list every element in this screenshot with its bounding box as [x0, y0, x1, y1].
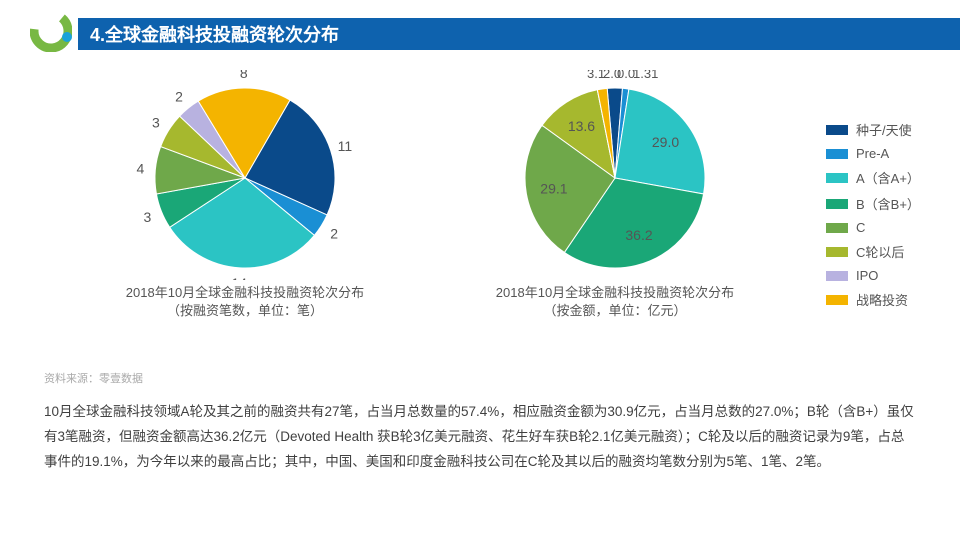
legend-label: IPO — [856, 268, 878, 283]
legend-label: Pre-A — [856, 146, 889, 161]
pie-chart-left: 1121434328 2018年10月全球金融科技投融资轮次分布 （按融资笔数，… — [60, 70, 430, 350]
analysis-paragraph: 10月全球金融科技领域A轮及其之前的融资共有27笔，占当月总数量的57.4%，相… — [44, 400, 916, 475]
legend-label: B（含B+） — [856, 194, 920, 213]
legend-swatch — [826, 199, 848, 209]
legend-swatch — [826, 173, 848, 183]
pie-slice-label: 29.0 — [652, 134, 679, 150]
legend-item: B（含B+） — [826, 194, 936, 213]
pie-slice-label: 3 — [152, 114, 160, 130]
pie-slice-label: 13.6 — [568, 118, 595, 134]
data-source: 资料来源：零壹数据 — [44, 370, 143, 386]
legend-item: IPO — [826, 268, 936, 283]
pie-slice-label: 36.2 — [625, 227, 652, 243]
chart-legend: 种子/天使 Pre-A A（含A+） B（含B+） C C轮以后 IPO 战略投资 — [826, 120, 936, 316]
pie-slice-label: 11 — [338, 138, 353, 154]
legend-label: C轮以后 — [856, 242, 904, 261]
legend-item: 战略投资 — [826, 290, 936, 309]
legend-item: C轮以后 — [826, 242, 936, 261]
legend-label: 战略投资 — [856, 290, 908, 309]
legend-swatch — [826, 271, 848, 281]
pie-left-caption-1: 2018年10月全球金融科技投融资轮次分布 — [126, 284, 364, 302]
legend-item: A（含A+） — [826, 168, 936, 187]
legend-label: C — [856, 220, 865, 235]
pie-top-label: 1.31 — [633, 70, 658, 81]
brand-logo — [30, 10, 72, 52]
legend-swatch — [826, 149, 848, 159]
section-header: 4.全球金融科技投融资轮次分布 — [78, 18, 960, 50]
legend-item: 种子/天使 — [826, 120, 936, 139]
pie-slice-label: 8 — [240, 70, 248, 81]
legend-label: 种子/天使 — [856, 120, 912, 139]
legend-swatch — [826, 247, 848, 257]
legend-item: C — [826, 220, 936, 235]
pie-right-caption-2: （按金额，单位：亿元） — [496, 302, 734, 320]
pie-left-caption-2: （按融资笔数，单位：笔） — [126, 302, 364, 320]
pie-slice-label: 29.1 — [540, 181, 567, 197]
section-title: 4.全球金融科技投融资轮次分布 — [90, 21, 339, 47]
legend-label: A（含A+） — [856, 168, 920, 187]
pie-right-caption-1: 2018年10月全球金融科技投融资轮次分布 — [496, 284, 734, 302]
pie-slice-label: 14 — [231, 275, 247, 280]
pie-slice-label: 2 — [330, 226, 338, 242]
pie-chart-right: 29.036.229.113.63.12.00.01.31 2018年10月全球… — [430, 70, 800, 350]
legend-item: Pre-A — [826, 146, 936, 161]
pie-slice-label: 3 — [144, 209, 152, 225]
legend-swatch — [826, 125, 848, 135]
legend-swatch — [826, 223, 848, 233]
legend-swatch — [826, 295, 848, 305]
pie-slice-label: 2 — [175, 88, 183, 104]
pie-slice-label: 4 — [137, 161, 145, 177]
